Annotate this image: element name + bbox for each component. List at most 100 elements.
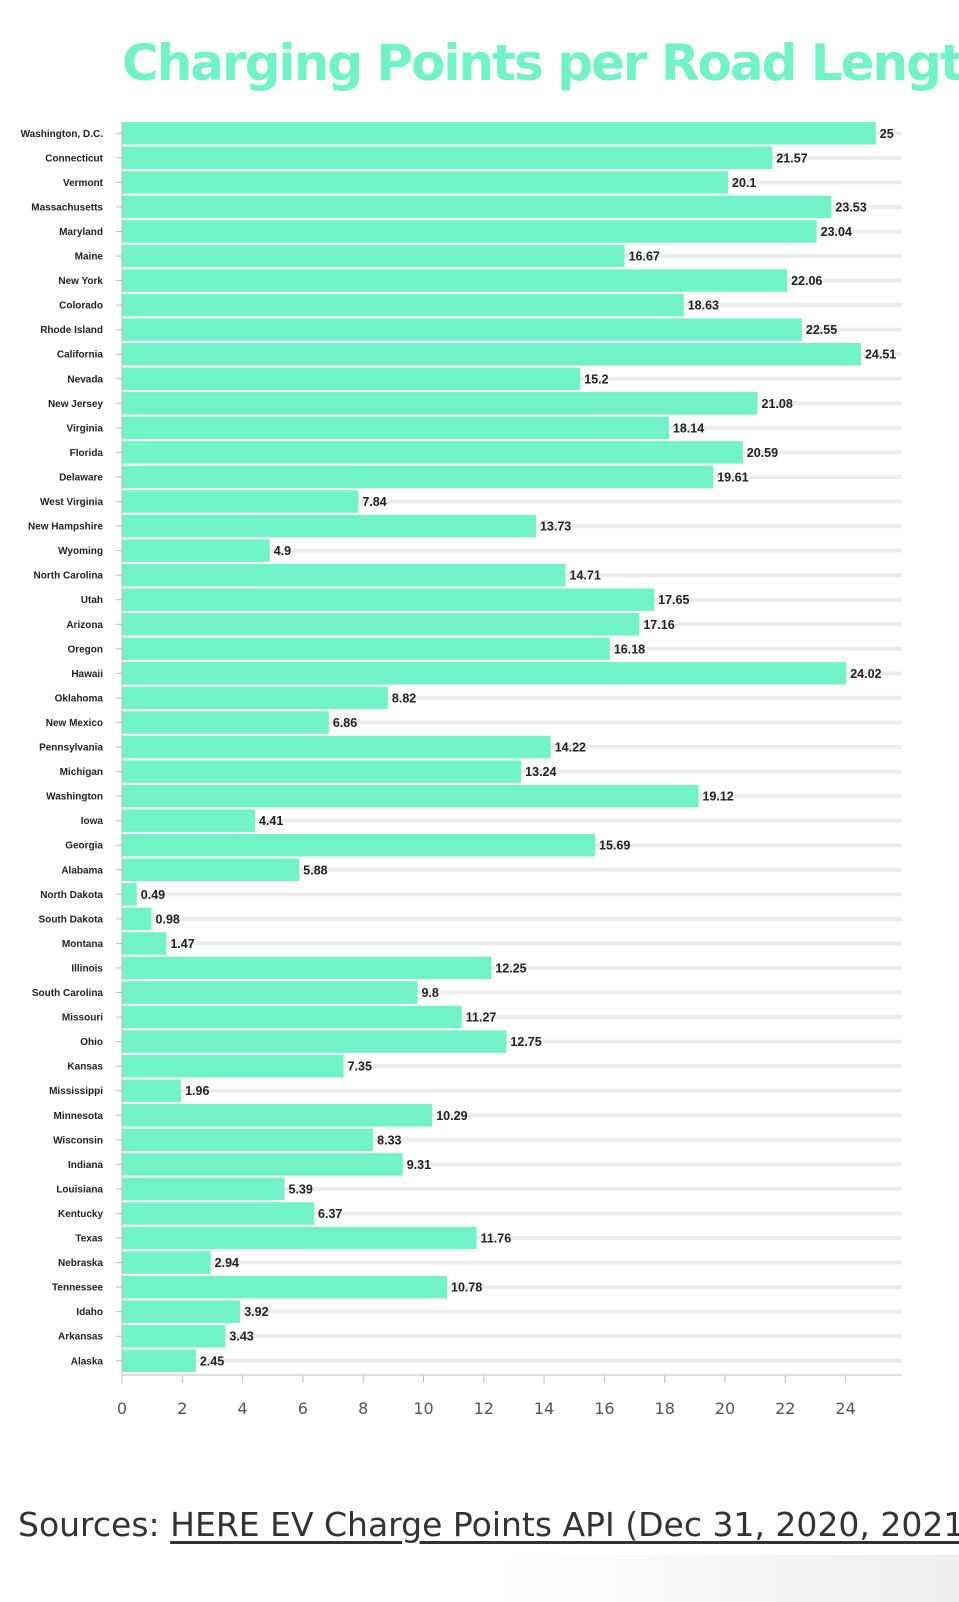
bar[interactable]: [122, 981, 418, 1004]
value-label: 2.94: [215, 1256, 239, 1270]
category-label: Vermont: [63, 178, 104, 189]
bar[interactable]: [122, 858, 300, 882]
category-label: Oklahoma: [55, 693, 104, 704]
bar[interactable]: [122, 244, 625, 268]
x-tick-label: 24: [835, 1399, 855, 1418]
value-label: 17.16: [643, 618, 674, 632]
value-label: 0.98: [156, 912, 180, 926]
bar[interactable]: [122, 416, 669, 440]
value-label: 16.67: [629, 250, 660, 264]
bar[interactable]: [122, 465, 714, 489]
category-label: Florida: [70, 448, 104, 459]
sources-prefix: Sources:: [18, 1505, 171, 1544]
bar[interactable]: [122, 441, 743, 464]
value-label: 10.29: [436, 1109, 467, 1123]
category-label: Colorado: [59, 301, 103, 312]
x-tick-label: 20: [715, 1399, 735, 1418]
value-label: 15.2: [584, 372, 608, 386]
bar[interactable]: [122, 269, 788, 292]
bar[interactable]: [122, 342, 861, 366]
value-label: 0.49: [141, 888, 165, 902]
x-tick-label: 14: [534, 1399, 554, 1418]
bar[interactable]: [122, 1054, 344, 1078]
value-label: 4.9: [274, 544, 291, 558]
bar[interactable]: [122, 1349, 196, 1373]
bar[interactable]: [122, 490, 359, 513]
bar[interactable]: [122, 122, 876, 145]
value-label: 24.51: [865, 348, 896, 362]
value-label: 15.69: [599, 839, 630, 853]
category-label: Arizona: [66, 620, 103, 631]
bar[interactable]: [122, 833, 596, 857]
bar[interactable]: [122, 956, 492, 980]
bar[interactable]: [122, 932, 167, 955]
category-label: Michigan: [60, 767, 103, 778]
bar[interactable]: [122, 1324, 226, 1348]
bar[interactable]: [122, 588, 655, 611]
category-label: New Mexico: [46, 718, 103, 729]
x-tick-label: 6: [298, 1399, 308, 1418]
x-tick-label: 8: [358, 1399, 368, 1418]
bar[interactable]: [122, 1005, 462, 1029]
bar[interactable]: [122, 907, 152, 931]
bar[interactable]: [122, 318, 802, 341]
bar[interactable]: [122, 146, 773, 170]
bar[interactable]: [122, 1104, 433, 1127]
bar[interactable]: [122, 613, 640, 636]
x-tick-label: 10: [413, 1399, 433, 1418]
bar[interactable]: [122, 1153, 403, 1176]
sources-link[interactable]: HERE EV Charge Points API (Dec 31, 2020,…: [170, 1505, 959, 1544]
bar[interactable]: [122, 1251, 211, 1274]
bar[interactable]: [122, 809, 255, 832]
value-label: 14.22: [555, 741, 586, 755]
bar[interactable]: [122, 662, 847, 685]
bar[interactable]: [122, 735, 551, 759]
value-label: 24.02: [850, 667, 881, 681]
x-tick-label: 12: [474, 1399, 494, 1418]
bar[interactable]: [122, 1128, 374, 1152]
category-label: Massachusetts: [31, 202, 103, 213]
bar[interactable]: [122, 392, 758, 415]
bar[interactable]: [122, 367, 581, 391]
bar[interactable]: [122, 171, 729, 194]
category-label: South Carolina: [32, 988, 104, 999]
chart-title: Charging Points per Road Length: [122, 34, 959, 92]
bar[interactable]: [122, 514, 536, 538]
bar[interactable]: [122, 1079, 182, 1102]
bar[interactable]: [122, 220, 817, 243]
bar[interactable]: [122, 784, 699, 808]
bar[interactable]: [122, 883, 137, 906]
value-label: 19.12: [702, 790, 733, 804]
bar[interactable]: [122, 539, 270, 562]
category-label: Alabama: [61, 865, 103, 876]
bar[interactable]: [122, 1177, 285, 1201]
x-tick-label: 0: [117, 1399, 127, 1418]
category-label: Wyoming: [58, 546, 103, 557]
bar[interactable]: [122, 711, 329, 734]
category-label: Virginia: [67, 423, 104, 434]
value-label: 21.57: [776, 151, 807, 165]
bar[interactable]: [122, 1300, 241, 1323]
bars: [122, 122, 876, 1373]
category-label: Utah: [81, 595, 103, 606]
bar[interactable]: [122, 1226, 477, 1250]
category-label: Alaska: [71, 1356, 104, 1367]
bar[interactable]: [122, 195, 832, 219]
value-label: 5.88: [303, 863, 327, 877]
value-label: 23.04: [821, 225, 852, 239]
category-label: Delaware: [59, 472, 103, 483]
bar[interactable]: [122, 1275, 448, 1299]
bar[interactable]: [122, 563, 566, 587]
bar[interactable]: [122, 293, 684, 317]
bar[interactable]: [122, 760, 522, 783]
value-label: 17.65: [658, 593, 689, 607]
bar[interactable]: [122, 686, 388, 710]
bar[interactable]: [122, 637, 610, 661]
x-axis: 0 2 4 6 8 10 12 14 16 18 20 22 24: [117, 121, 902, 1418]
x-tick-label: 18: [655, 1399, 675, 1418]
value-label: 7.84: [362, 495, 386, 509]
value-label: 9.31: [407, 1158, 431, 1172]
bar[interactable]: [122, 1030, 507, 1053]
category-label: Georgia: [65, 841, 103, 852]
bar[interactable]: [122, 1202, 315, 1225]
